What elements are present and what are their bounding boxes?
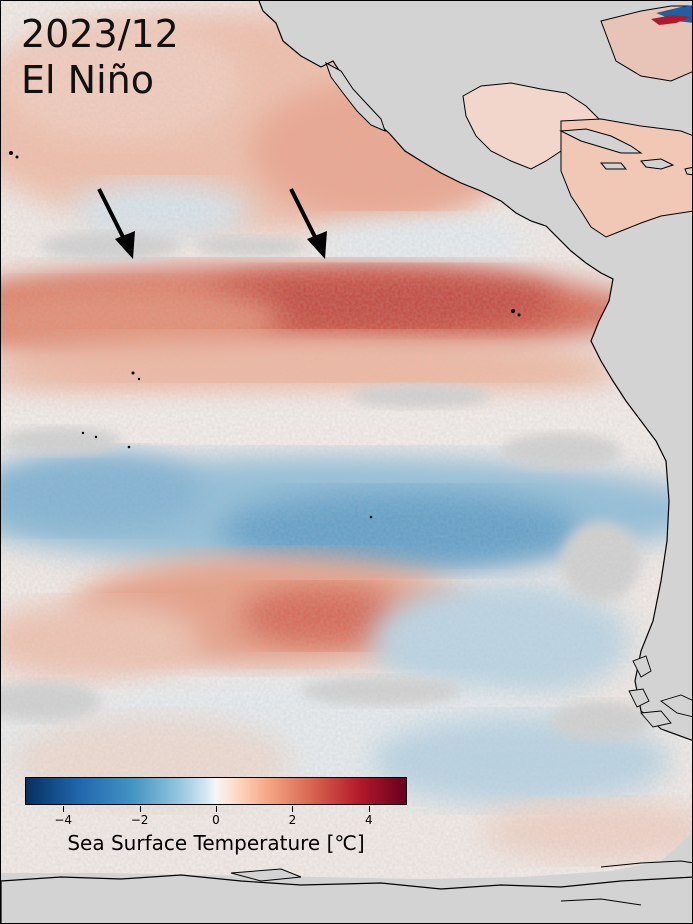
arrow-right-head [307,231,327,259]
chile-fjords [628,655,692,728]
colorbar-tick [139,806,141,812]
colorbar-tick [292,806,294,812]
colorbar-tick [368,806,370,812]
caribbean-water [462,5,692,238]
annotation-arrows [97,188,327,259]
arrow-left-shaft [97,188,128,244]
colorbar [25,777,407,805]
colorbar-tick [63,806,65,812]
colorbar-tick [216,806,217,812]
arrow-left-head [115,231,135,259]
colorbar-label: Sea Surface Temperature [℃] [67,831,365,855]
colorbar-tick-label: 0 [212,813,220,827]
baja-california [325,61,386,132]
colorbar-tick-label: −4 [54,813,73,827]
caribbean-islands [559,128,692,176]
antarctic-coast [1,860,692,923]
map-title-event: El Niño [21,58,154,102]
colorbar-tick-label: 4 [364,813,373,827]
colorbar-tick-label: −2 [130,813,149,827]
arrow-right-shaft [289,188,320,244]
map-title-date: 2023/12 [21,12,179,56]
colorbar-tick-label: 2 [288,813,297,827]
small-islands [9,151,521,519]
